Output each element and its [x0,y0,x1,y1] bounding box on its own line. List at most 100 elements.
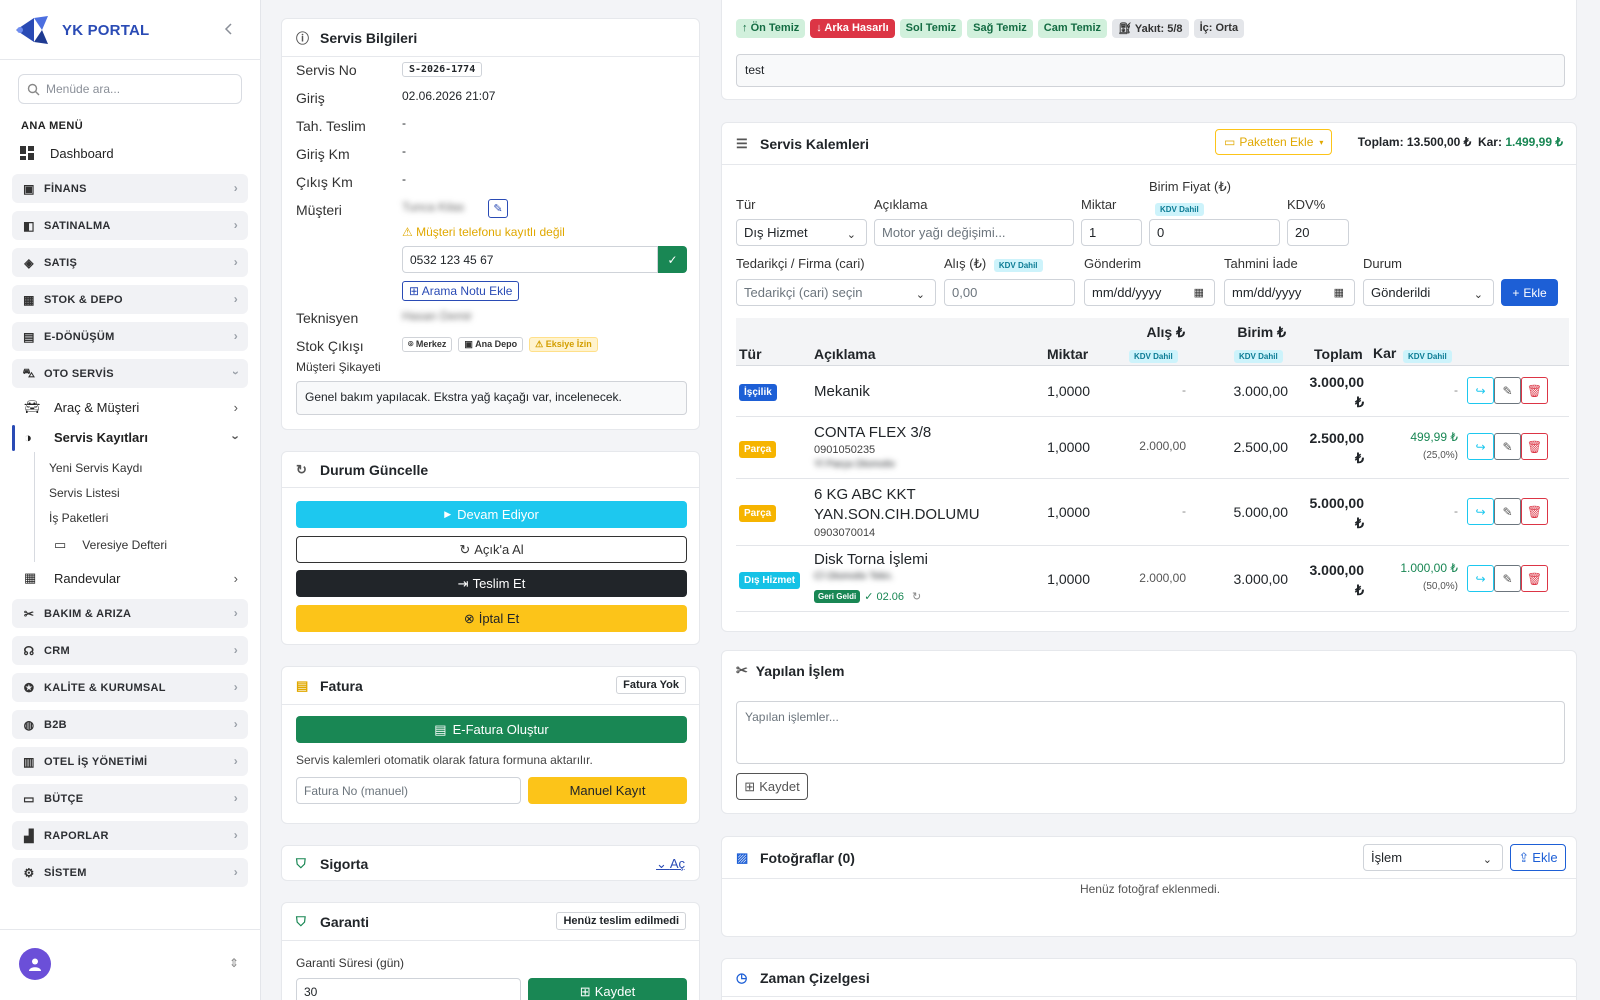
yapilan-textarea[interactable]: Yapılan işlemler... [736,701,1565,764]
sidebar: YK PORTAL ANA MENÜ Dashboard ▣ FİNANS › ◧ S… [0,0,261,1000]
chevron-right-icon: › [233,717,238,731]
item-alis: 2.000,00 [1139,439,1186,453]
sidebar-item-otel[interactable]: ▥ OTEL İŞ YÖNETİMİ › [12,747,248,776]
sidebar-item-raporlar[interactable]: ▟ RAPORLAR › [12,821,248,850]
delete-button[interactable]: 🗑︎ [1521,498,1548,525]
musteri-label: Müşteri [296,202,342,218]
expand-user-menu-icon[interactable]: ⇕ [229,956,240,970]
edit-customer-icon[interactable]: ✎ [488,199,508,218]
card-title: Yapılan İşlem [755,662,845,679]
card-header: ⛉ Garanti Henüz teslim edilmedi [282,903,699,941]
sidebar-item-randevular[interactable]: ▦ Randevular › [24,567,238,589]
edit-button[interactable]: ✎ [1494,498,1521,525]
garanti-kaydet-button[interactable]: ⊞ Kaydet [528,978,687,1000]
button-label: Teslim Et [472,576,526,591]
sidebar-item-label: OTEL İŞ YÖNETİMİ [44,755,148,768]
ekle-button[interactable]: + Ekle [1501,279,1558,306]
sidebar-item-bakim-ariza[interactable]: ✂ BAKIM & ARIZA › [12,599,248,628]
card-header: ◷ Zaman Çizelgesi [722,959,1576,997]
sidebar-item-arac-musteri[interactable]: 🚘︎ Araç & Müşteri › [24,396,238,418]
yapilan-kaydet-button[interactable]: ⊞ Kaydet [736,773,808,800]
sidebar-item-dashboard[interactable]: Dashboard [20,143,114,163]
edit-button[interactable]: ✎ [1494,377,1521,404]
tur-label: Tür [736,197,756,212]
trash-icon: 🗑︎ [1526,571,1543,586]
fatura-no-input[interactable]: Fatura No (manuel) [296,777,521,804]
edit-button[interactable]: ✎ [1494,433,1521,460]
tree-line [34,452,35,562]
button-label: Arama Notu Ekle [421,284,513,298]
toplam-currency: ₺ [1355,450,1364,466]
tedarikci-select[interactable]: Tedarikçi (cari) seçin ⌄ [736,279,936,306]
giris-value: 02.06.2026 21:07 [402,89,496,103]
item-name: Disk Torna İşlemi [814,551,928,568]
acik-al-button[interactable]: ↻ Açık'a Al [296,536,687,563]
devam-ediyor-button[interactable]: ▶ Devam Ediyor [296,501,687,528]
tur-select[interactable]: Dış Hizmet ⌄ [736,219,867,246]
delete-button[interactable]: 🗑︎ [1521,377,1548,404]
send-button[interactable]: ↪ [1467,433,1494,460]
sidebar-item-satinalma[interactable]: ◧ SATINALMA › [12,211,248,240]
delete-button[interactable]: 🗑︎ [1521,433,1548,460]
tag-icon: ◈ [24,255,34,270]
manuel-kayit-button[interactable]: Manuel Kayıt [528,777,687,804]
sidebar-item-kalite[interactable]: ✪ KALİTE & KURUMSAL › [12,673,248,702]
exit-icon: ⇥ [457,575,469,591]
badge-icon: ✪ [23,680,35,695]
birim-input[interactable]: 0 [1149,219,1280,246]
alis-input[interactable]: 0,00 [944,279,1075,306]
sidebar-item-stok-depo[interactable]: ▦ STOK & DEPO › [12,285,248,314]
avatar[interactable] [19,948,51,980]
foto-kategori-select[interactable]: İşlem ⌄ [1363,844,1503,871]
arama-notu-button[interactable]: ⊞ Arama Notu Ekle [402,281,520,301]
teslim-et-button[interactable]: ⇥ Teslim Et [296,570,687,597]
brand[interactable]: YK PORTAL [14,14,149,46]
receipt-icon: ▤ [296,677,309,693]
send-button[interactable]: ↪ [1467,498,1494,525]
iade-date[interactable]: mm/dd/yyyy ▦ [1224,279,1355,306]
garanti-sure-input[interactable]: 30 [296,978,521,1000]
sidebar-item-oto-servis[interactable]: ⛍ OTO SERVİS › [12,359,248,388]
item-name: Mekanik [814,383,870,400]
iptal-et-button[interactable]: ⊗ İptal Et [296,605,687,632]
send-button[interactable]: ↪ [1467,565,1494,592]
sidebar-item-b2b[interactable]: ◍ B2B › [12,710,248,739]
musteri-value[interactable]: Tunca Kilas [402,200,465,214]
sidebar-item-e-donusum[interactable]: ▤ E-DÖNÜŞÜM › [12,322,248,351]
sidebar-item-finans[interactable]: ▣ FİNANS › [12,174,248,203]
sidebar-item-satis[interactable]: ◈ SATIŞ › [12,248,248,277]
sidebar-item-butce[interactable]: ▭ BÜTÇE › [12,784,248,813]
sidebar-item-servis-listesi[interactable]: Servis Listesi [49,486,120,500]
foto-ekle-button[interactable]: ⇪ Ekle [1510,844,1566,871]
tag-ic: İç: Orta [1193,19,1245,38]
undo-icon[interactable]: ↻ [912,591,922,603]
sidebar-item-servis-kayitlari[interactable]: ◑ Servis Kayıtları › [24,426,243,448]
collapse-sidebar-icon[interactable] [220,20,238,38]
chevron-right-icon: › [233,865,238,879]
aciklama-input[interactable]: Motor yağı değişimi... [874,219,1074,246]
miktar-input[interactable]: 1 [1081,219,1142,246]
sidebar-item-is-paketleri[interactable]: İş Paketleri [49,511,109,525]
gonderim-date[interactable]: mm/dd/yyyy ▦ [1084,279,1215,306]
paketten-ekle-button[interactable]: ▭ Paketten Ekle ▾ [1215,129,1333,155]
durum-select[interactable]: Gönderildi ⌄ [1363,279,1494,306]
sigorta-toggle[interactable]: ⌄ Aç [656,856,685,872]
sidebar-divider [0,929,261,930]
kdv-input[interactable]: 20 [1287,219,1349,246]
miktar-label: Miktar [1081,197,1117,212]
efatura-button[interactable]: ▤ E-Fatura Oluştur [296,716,687,743]
phone-input[interactable]: 0532 123 45 67 [402,246,658,273]
send-button[interactable]: ↪ [1467,377,1494,404]
sidebar-item-veresiye[interactable]: ▭ Veresiye Defteri [54,537,167,553]
th-kar: Kar [1373,345,1397,361]
menu-search-input[interactable] [46,82,226,96]
sidebar-item-crm[interactable]: ☊ CRM › [12,636,248,665]
edit-button[interactable]: ✎ [1494,565,1521,592]
sidebar-item-sistem[interactable]: ⚙ SİSTEM › [12,858,248,887]
sidebar-item-yeni-servis[interactable]: Yeni Servis Kaydı [49,461,143,475]
menu-search[interactable] [18,74,242,104]
delete-button[interactable]: 🗑︎ [1521,565,1548,592]
save-phone-button[interactable]: ✓ [658,246,687,273]
forward-icon: ↪ [1475,504,1486,519]
sidebar-item-label: CRM [44,644,70,657]
